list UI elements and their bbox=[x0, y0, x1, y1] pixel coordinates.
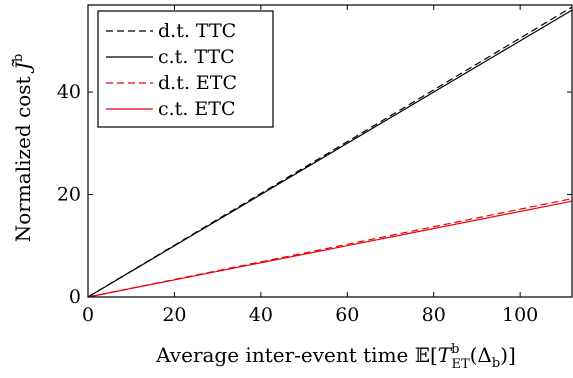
legend-label: c.t. ETC bbox=[158, 98, 235, 120]
y-tick-label: 0 bbox=[69, 286, 81, 308]
y-axis-title: Normalized cost J̃b bbox=[11, 54, 35, 243]
y-tick-label: 40 bbox=[57, 81, 81, 103]
x-tick-label: 100 bbox=[502, 304, 538, 326]
y-tick-label: 20 bbox=[57, 184, 81, 206]
series-line-c-t-etc bbox=[87, 200, 573, 298]
plot-frame bbox=[87, 4, 573, 298]
legend-label: d.t. TTC bbox=[158, 20, 236, 42]
x-tick-label: 20 bbox=[162, 304, 186, 326]
legend-label: d.t. ETC bbox=[158, 72, 237, 94]
x-axis-title: Average inter-event time 𝔼[Tb ET(Δb)] bbox=[155, 342, 516, 372]
x-tick-label: 80 bbox=[422, 304, 446, 326]
x-tick-label: 40 bbox=[249, 304, 273, 326]
legend-label: c.t. TTC bbox=[158, 46, 235, 68]
legend: d.t. TTC c.t. TTC d.t. ETC c.t. ETC bbox=[97, 10, 274, 128]
x-tick-label: 0 bbox=[82, 304, 94, 326]
legend-box bbox=[97, 10, 274, 128]
series-line-c-t-ttc bbox=[87, 9, 573, 298]
x-tick-label: 60 bbox=[335, 304, 359, 326]
